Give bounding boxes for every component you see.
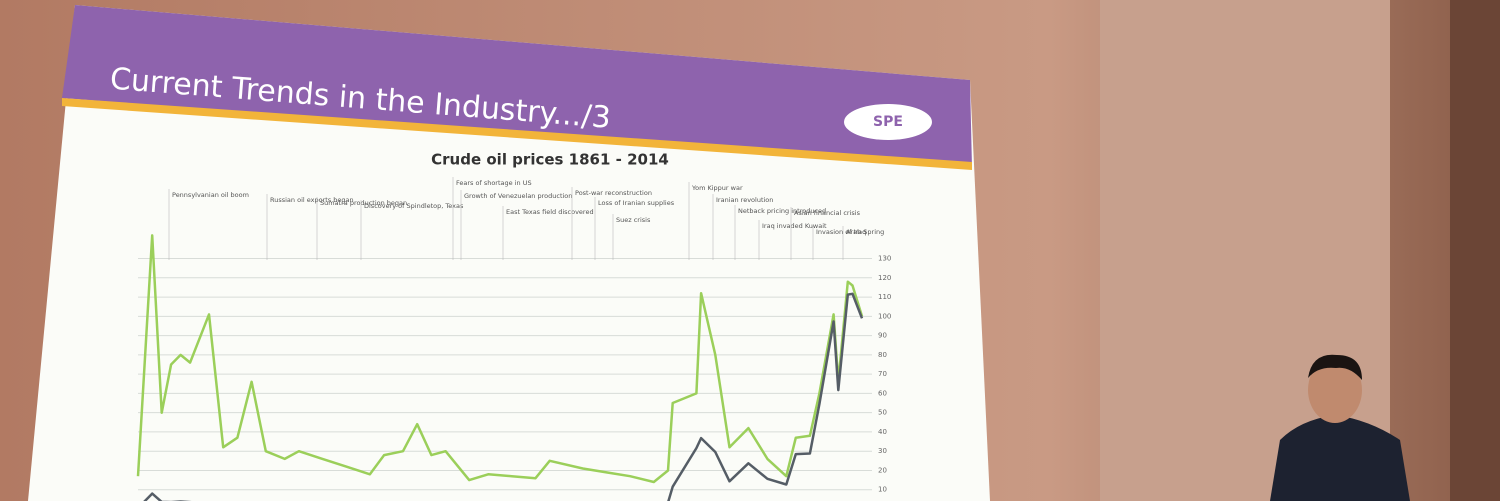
- presenter-body: [1270, 415, 1410, 501]
- y-tick-label: 110: [878, 293, 891, 301]
- annotation: Pennsylvanian oil boom: [172, 191, 249, 199]
- annotation: Iranian revolution: [716, 196, 773, 204]
- y-tick-label: 20: [878, 466, 887, 474]
- y-tick-label: 70: [878, 370, 887, 378]
- presenter-head: [1308, 357, 1362, 423]
- annotation: Russian oil exports began: [270, 196, 354, 204]
- y-tick-label: 60: [878, 389, 887, 397]
- annotation: Asian financial crisis: [794, 209, 861, 217]
- y-tick-label: 10: [878, 486, 887, 494]
- y-tick-label: 100: [878, 312, 891, 320]
- y-tick-label: 50: [878, 409, 887, 417]
- logo: [844, 104, 932, 140]
- price-line: [143, 292, 864, 501]
- annotation: Iraq invaded Kuwait: [762, 222, 827, 230]
- annotation: Yom Kippur war: [691, 184, 743, 192]
- annotation: Growth of Venezuelan production: [464, 192, 572, 200]
- chart: 10 20 30 40 50 60 70 80 90 100 110 120 130 Pennsylvan…: [136, 177, 891, 501]
- slide-header: [62, 5, 972, 168]
- y-tick-label: 30: [878, 447, 887, 455]
- annotation: Netback pricing introduced: [738, 207, 826, 215]
- annotation: Loss of Iranian supplies: [598, 199, 675, 207]
- y-tick-label: 130: [878, 255, 891, 263]
- chart-title: Crude oil prices 1861 - 2014: [431, 151, 669, 169]
- annotation: Arab Spring: [846, 228, 884, 236]
- logo-text: SPE: [873, 114, 903, 130]
- annotation: Suez crisis: [616, 216, 651, 224]
- presenter-hair: [1308, 354, 1362, 380]
- annotation: Invasion of Iraq: [816, 228, 866, 236]
- wall-edge: [1450, 0, 1500, 501]
- annotation: East Texas field discovered: [506, 208, 594, 216]
- y-tick-label: 80: [878, 351, 887, 359]
- price-line: [136, 234, 864, 484]
- annotation: Discovery of Spindletop, Texas: [364, 202, 464, 210]
- annotation: Post-war reconstruction: [575, 189, 652, 197]
- annotation: Sumatra production began: [320, 199, 407, 207]
- annotation: Fears of shortage in US: [456, 179, 532, 187]
- y-tick-label: 90: [878, 332, 887, 340]
- y-tick-label: 120: [878, 274, 891, 282]
- header-stripe: [62, 98, 972, 170]
- y-tick-label: 40: [878, 428, 887, 436]
